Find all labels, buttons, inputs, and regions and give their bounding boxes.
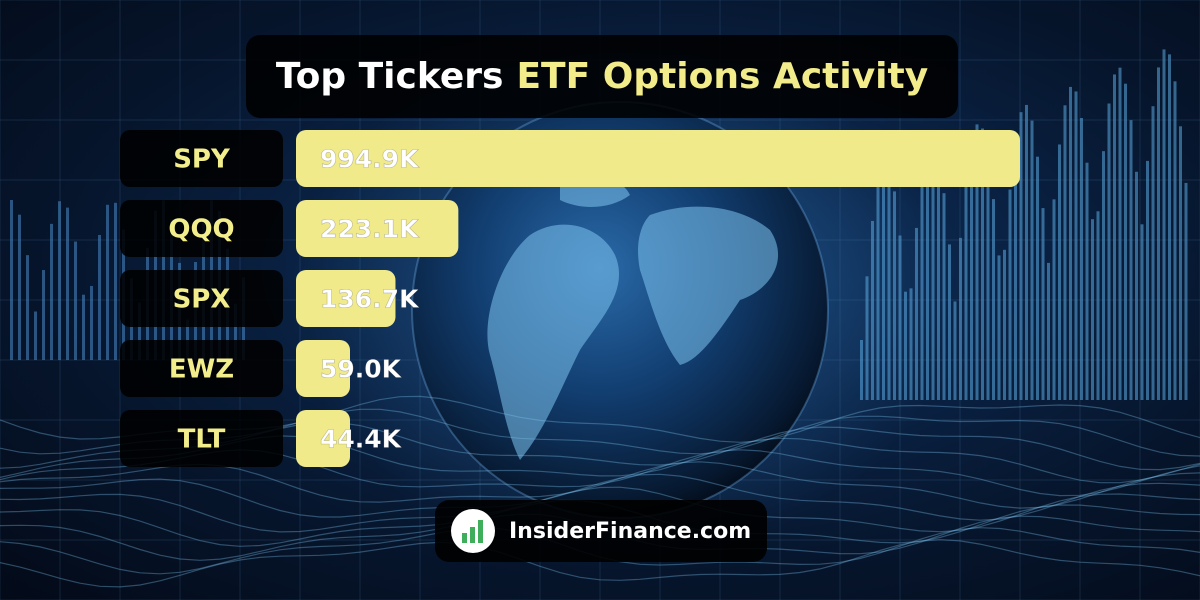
value-label: 994.9K <box>320 145 420 174</box>
title-main: Top Tickers <box>275 56 504 97</box>
ticker-box <box>120 200 283 257</box>
bar-tlt <box>296 410 350 467</box>
ticker-box <box>120 270 283 327</box>
value-label: 44.4K <box>320 425 403 454</box>
chart-bars-logo-icon <box>451 509 495 553</box>
bar-spy <box>296 130 1020 187</box>
category-label: SPX <box>173 285 231 315</box>
bar-qqq <box>296 200 459 257</box>
bar-spx <box>296 270 396 327</box>
ticker-box <box>120 130 283 187</box>
value-label: 223.1K <box>320 215 420 244</box>
chart-title: Top Tickers ETF Options Activity <box>246 35 958 118</box>
title-highlight: ETF Options Activity <box>516 56 929 97</box>
value-label: 59.0K <box>320 355 403 384</box>
ticker-box <box>120 340 283 397</box>
ticker-box <box>120 410 283 467</box>
category-label: QQQ <box>168 215 234 245</box>
bar-ewz <box>296 340 350 397</box>
category-label: EWZ <box>169 355 234 385</box>
category-label: SPY <box>173 145 231 175</box>
category-label: TLT <box>178 425 226 455</box>
brand-badge[interactable]: InsiderFinance.com <box>435 500 767 562</box>
brand-name: InsiderFinance.com <box>509 518 752 544</box>
value-label: 136.7K <box>320 285 420 314</box>
